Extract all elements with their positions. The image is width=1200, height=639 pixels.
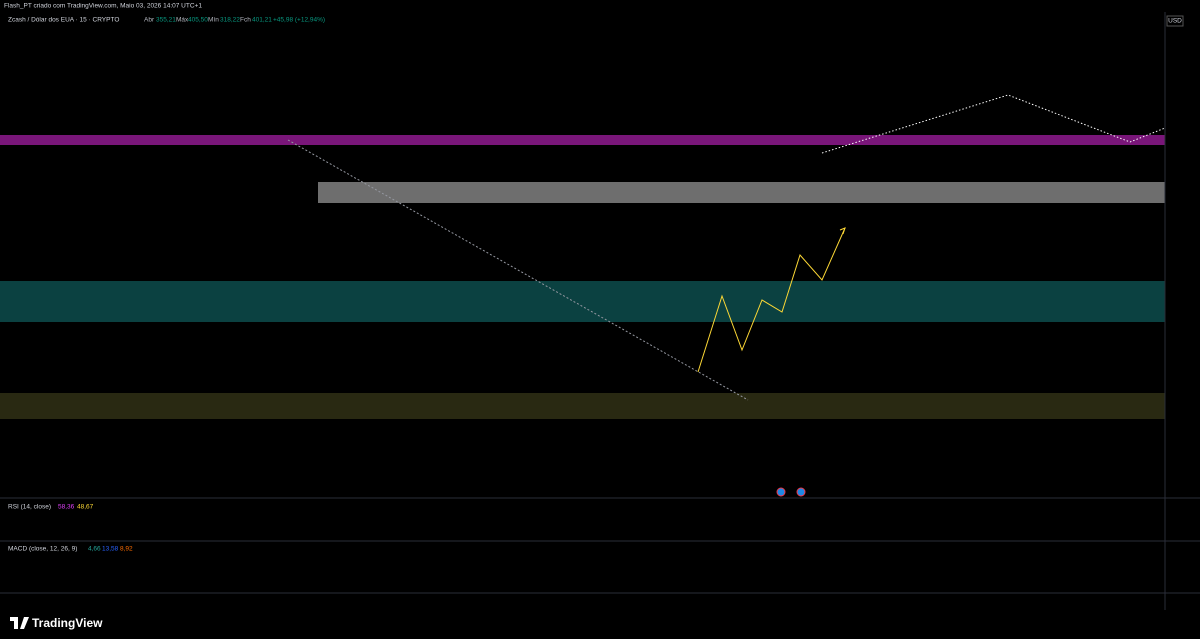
credit: Flash_PT criado com TradingView.com, Mai… (4, 3, 202, 10)
rsi-ma-value: 48,67 (77, 504, 94, 511)
ohlc-label: Mín (208, 17, 219, 24)
ohlc-value: 355,21 (156, 17, 176, 24)
footer (0, 610, 1200, 639)
gray-zone (318, 182, 1165, 203)
ohlc-label: Abr (144, 17, 155, 24)
rsi-value: 58,36 (58, 504, 75, 511)
purple-zone (0, 135, 1165, 145)
ohlc-label: Máx (176, 17, 189, 24)
macd-title: MACD (close, 12, 26, 9) (8, 546, 77, 553)
rsi-title: RSI (14, close) (8, 504, 51, 511)
ohlc-value: 401,21 (252, 17, 272, 24)
currency-box[interactable] (1166, 15, 1184, 27)
ohlc-value: 405,50 (188, 17, 208, 24)
olive-zone (0, 393, 1165, 419)
change: +45,98 (+12,94%) (273, 17, 325, 24)
ohlc-label: Fch (240, 17, 251, 24)
macd-value: 13,58 (102, 546, 119, 553)
event-icon[interactable] (796, 487, 806, 497)
macd-hist-value: 4,66 (88, 546, 101, 553)
zones (0, 135, 1165, 419)
drawings (287, 94, 1166, 497)
projection-arrow (839, 227, 846, 235)
logo (10, 617, 29, 629)
symbol: Zcash / Dólar dos EUA · 15 · CRYPTO (8, 17, 119, 24)
ohlc-value: 318,22 (220, 17, 240, 24)
projection-path (697, 227, 846, 373)
signal-value: 8,92 (120, 546, 133, 553)
teal-zone (0, 281, 1165, 322)
projection-line (821, 94, 1166, 154)
trend-line (287, 139, 749, 401)
brand: TradingView (32, 616, 103, 630)
event-icon[interactable] (776, 487, 786, 497)
currency: USD (1168, 18, 1182, 25)
